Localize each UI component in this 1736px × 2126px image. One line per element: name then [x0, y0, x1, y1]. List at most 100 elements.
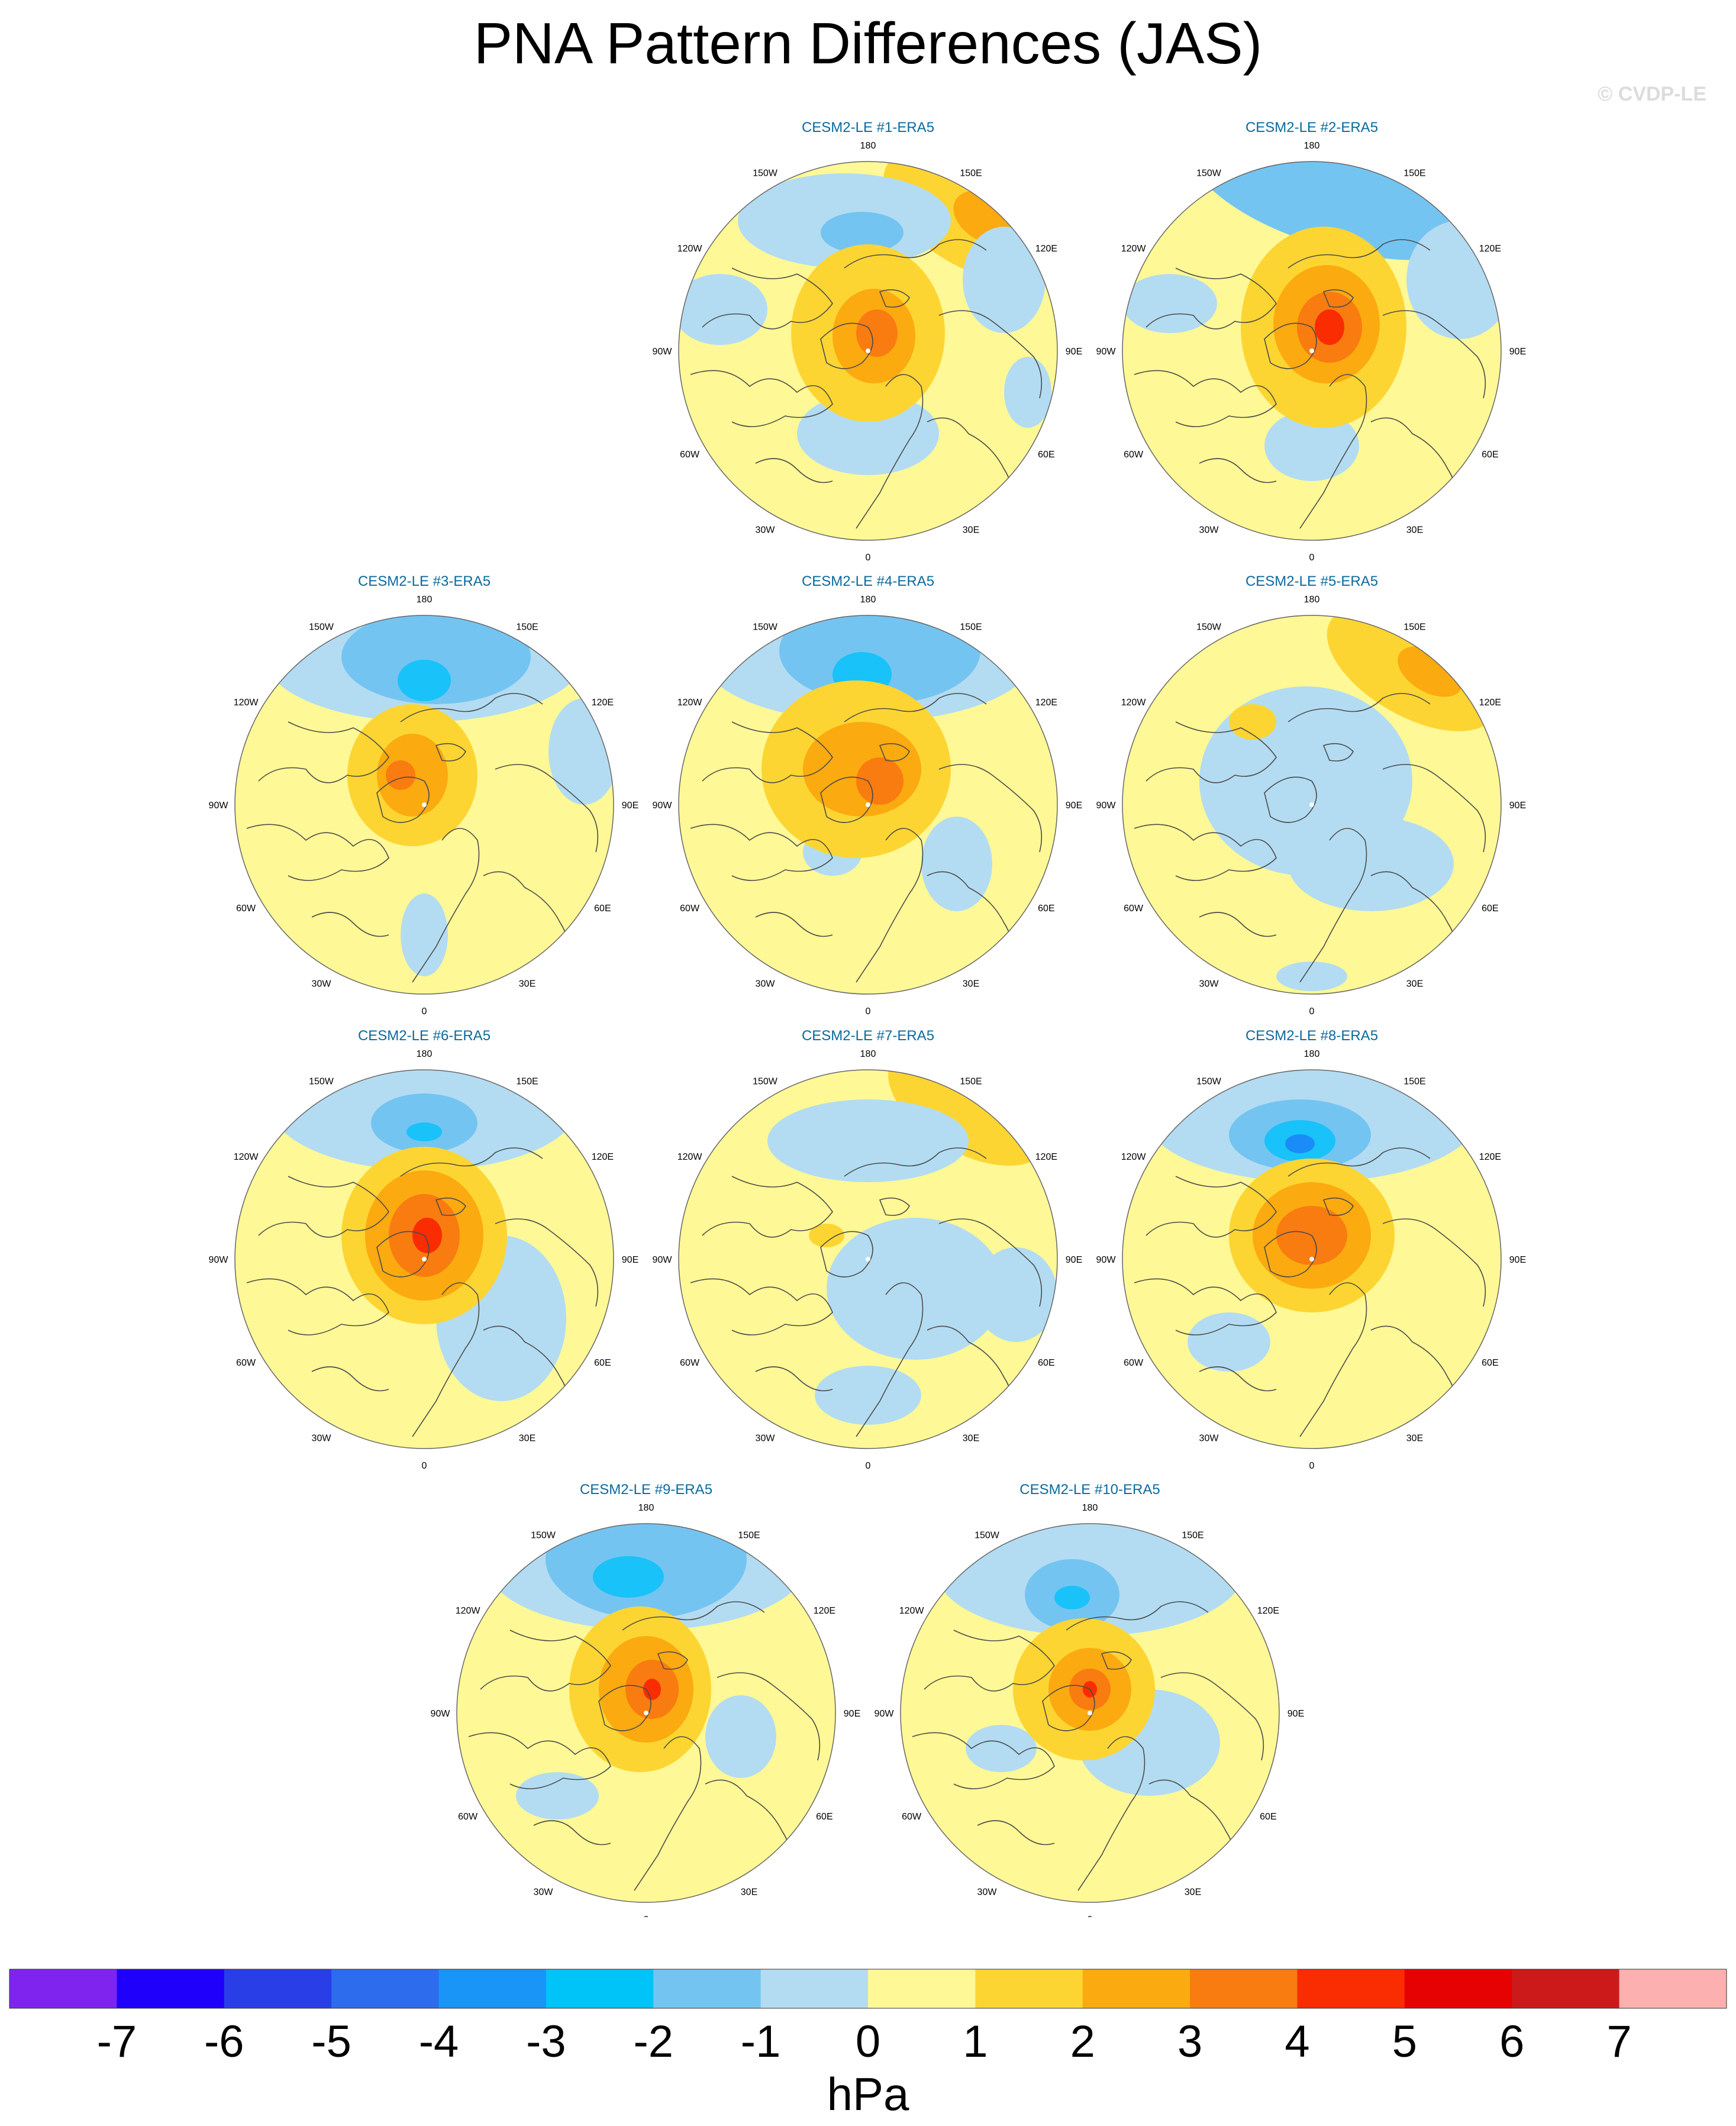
longitude-label: 150W: [975, 1531, 1000, 1541]
coastline: [1199, 1366, 1277, 1392]
longitude-label: 0: [422, 1006, 427, 1017]
longitude-label: 120E: [1257, 1606, 1279, 1616]
contour-region: [1406, 221, 1501, 339]
longitude-label: 90E: [844, 1709, 860, 1719]
coastline: [938, 1218, 1043, 1307]
colorbar-tick-label: -7: [97, 2017, 137, 2067]
watermark: © CVDP-LE: [1598, 83, 1706, 105]
longitude-label: 90E: [1509, 347, 1526, 357]
longitude-label: 30W: [756, 1433, 776, 1443]
contour-region: [401, 893, 448, 976]
coastline: [657, 1651, 688, 1670]
longitude-label: 30E: [741, 1887, 757, 1897]
panel-title: CESM2-LE #5-ERA5: [1245, 573, 1378, 589]
contour-region: [1188, 1312, 1270, 1372]
coastline: [376, 1231, 430, 1277]
map-border: [234, 615, 614, 995]
longitude-label: 90W: [653, 347, 673, 357]
colorbar-swatch: [868, 1969, 976, 2008]
longitude-label: 150E: [960, 1077, 982, 1087]
longitude-label: 0: [1088, 1915, 1093, 1917]
longitude-label: 60W: [680, 450, 700, 460]
contour-region: [412, 1218, 442, 1253]
coastline: [1145, 721, 1277, 783]
coastline: [400, 1147, 543, 1177]
map-border: [234, 1069, 614, 1449]
longitude-label: 30E: [963, 979, 979, 989]
longitude-label: 90E: [1288, 1709, 1304, 1719]
map-border: [678, 161, 1058, 541]
map-panel: CESM2-LE #1-ERA5 180 150E 120E 90E 60E 30E 0 30W…: [653, 120, 1083, 563]
map-field: [1122, 162, 1501, 540]
longitude-label: 0: [866, 1006, 871, 1017]
map-panel: CESM2-LE #7-ERA5 180 150E 120E 90E 60E 30E 0 30W…: [653, 1028, 1083, 1471]
contour-region: [398, 660, 451, 701]
longitude-label: 180: [638, 1503, 654, 1513]
contour-region: [856, 757, 904, 805]
longitude-label: 180: [860, 141, 876, 151]
longitude-label: 60E: [1482, 1358, 1498, 1368]
colorbar-tick-label: 7: [1606, 2017, 1631, 2067]
north-pole-marker: [866, 802, 870, 807]
longitude-label: 60W: [1124, 450, 1144, 460]
map-field: [679, 1070, 1057, 1448]
longitude-label: 120E: [1035, 698, 1057, 708]
longitude-label: 150E: [1403, 622, 1425, 633]
longitude-label: 90E: [622, 801, 638, 811]
longitude-label: 30E: [1406, 1433, 1423, 1443]
contour-region: [963, 227, 1046, 333]
coastline: [1134, 824, 1277, 881]
coastline: [634, 1736, 702, 1891]
coastline: [495, 1218, 599, 1307]
longitude-label: 0: [1309, 1461, 1315, 1471]
colorbar-tick-label: 1: [963, 2017, 988, 2067]
map-border: [1122, 1069, 1502, 1449]
longitude-label: 0: [1309, 553, 1315, 563]
longitude-label: 90W: [209, 1255, 229, 1265]
contour-region: [827, 1218, 1004, 1360]
coastline: [622, 1601, 765, 1631]
coastline: [879, 743, 910, 762]
longitude-label: 180: [417, 1049, 433, 1059]
longitude-label: 60E: [1038, 1358, 1054, 1368]
longitude-label: 90E: [1066, 1255, 1082, 1265]
longitude-label: 30E: [1406, 525, 1423, 535]
coastline: [1382, 1218, 1486, 1307]
panel-title: CESM2-LE #10-ERA5: [1019, 1482, 1160, 1498]
longitude-label: 30W: [534, 1887, 554, 1897]
colorbar-swatch: [1512, 1969, 1620, 2008]
longitude-label: 30E: [519, 979, 535, 989]
coastline: [1134, 370, 1277, 427]
coastline: [690, 824, 833, 881]
longitude-label: 60E: [1038, 450, 1054, 460]
longitude-label: 180: [1304, 1049, 1320, 1059]
coastline: [1382, 310, 1486, 399]
contour-region: [966, 1725, 1037, 1772]
panel-title: CESM2-LE #6-ERA5: [358, 1028, 491, 1044]
longitude-label: 90E: [1066, 347, 1082, 357]
coastline: [258, 1176, 389, 1238]
coastline: [246, 1278, 389, 1335]
longitude-label: 30W: [312, 1433, 332, 1443]
longitude-label: 60W: [236, 904, 256, 914]
panel-title: CESM2-LE #2-ERA5: [1245, 120, 1378, 136]
coastline: [938, 310, 1043, 399]
map-border: [678, 615, 1058, 995]
map-panel: CESM2-LE #4-ERA5 180 150E 120E 90E 60E 30E 0 30W…: [653, 573, 1083, 1017]
longitude-label: 30W: [1199, 1433, 1219, 1443]
contour-region: [679, 274, 767, 345]
longitude-label: 150W: [1196, 169, 1222, 179]
coastline: [1382, 764, 1486, 853]
colorbar: -7 -6 -5 -4 -3 -2 -1 0 1 2 3 4 5 6 7 hPa: [9, 1969, 1727, 2120]
map-panel: CESM2-LE #2-ERA5 180 150E 120E 90E 60E 30E 0 30W…: [1096, 120, 1527, 563]
coastline: [1299, 828, 1367, 983]
colorbar-swatch: [9, 1969, 117, 2008]
coastline: [924, 1630, 1055, 1692]
longitude-label: 120W: [677, 1152, 703, 1162]
contour-region: [815, 1366, 921, 1425]
panel-title: CESM2-LE #8-ERA5: [1245, 1028, 1378, 1044]
longitude-label: 120E: [592, 698, 614, 708]
colorbar-tick-label: -6: [204, 2017, 244, 2067]
longitude-label: 60W: [902, 1812, 922, 1822]
coastline: [480, 1630, 611, 1692]
